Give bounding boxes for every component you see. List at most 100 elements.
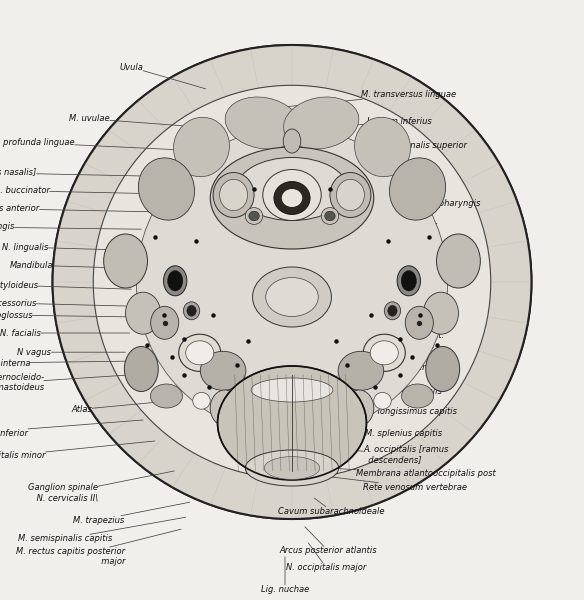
Text: V. jugularis externa: V. jugularis externa [328, 311, 448, 319]
Ellipse shape [363, 334, 405, 371]
Ellipse shape [284, 97, 359, 149]
Ellipse shape [237, 157, 347, 220]
Text: N vagus: N vagus [18, 348, 126, 356]
Text: N. lingualis: N. lingualis [2, 243, 151, 252]
Text: M. longissimus capitis: M. longissimus capitis [340, 407, 457, 415]
Ellipse shape [213, 173, 254, 217]
Text: N. alveolaris inferior: N. alveolaris inferior [320, 258, 451, 267]
Ellipse shape [245, 208, 263, 224]
Ellipse shape [374, 392, 391, 409]
Text: A. et v. vertebralis: A. et v. vertebralis [338, 387, 442, 396]
Ellipse shape [402, 384, 433, 408]
Text: M. longus capitis: M. longus capitis [312, 220, 437, 229]
Ellipse shape [384, 302, 401, 320]
Ellipse shape [164, 266, 187, 296]
Text: A. carotis interna: A. carotis interna [324, 270, 439, 279]
Ellipse shape [151, 384, 183, 408]
Ellipse shape [252, 267, 332, 327]
Text: M. rectus capitis posterior
  major: M. rectus capitis posterior major [16, 529, 181, 566]
Ellipse shape [136, 128, 447, 436]
Text: N. hypoglossus: N. hypoglossus [0, 311, 126, 319]
Ellipse shape [168, 271, 183, 291]
Text: M. buccinator: M. buccinator [0, 186, 159, 195]
Ellipse shape [281, 189, 303, 207]
Text: N. accessorius: N. accessorius [328, 300, 427, 310]
Text: A. occipitalis [ramus
  descendens]: A. occipitalis [ramus descendens] [334, 445, 449, 464]
Text: M. pterygoideus int.: M. pterygoideus int. [317, 246, 451, 256]
Ellipse shape [186, 341, 214, 365]
Ellipse shape [336, 179, 364, 211]
Text: N. facialis: N. facialis [330, 320, 408, 329]
Text: M. sternocleido-
 mastoideus: M. sternocleido- mastoideus [0, 373, 128, 392]
Ellipse shape [264, 457, 320, 479]
Ellipse shape [401, 271, 416, 291]
Text: M. uvulae: M. uvulae [69, 114, 201, 127]
Ellipse shape [151, 306, 179, 340]
Text: Uvula: Uvula [119, 63, 206, 89]
Ellipse shape [325, 211, 335, 221]
Ellipse shape [405, 306, 433, 340]
Ellipse shape [338, 351, 384, 391]
Ellipse shape [179, 334, 221, 371]
Ellipse shape [436, 234, 480, 288]
Text: Membrana atlantooccipitalis post: Membrana atlantooccipitalis post [328, 468, 496, 479]
Text: Mm. constrictores pharyngis: Mm. constrictores pharyngis [0, 222, 141, 231]
Ellipse shape [345, 390, 374, 426]
Text: M. longus colli: M. longus colli [311, 210, 426, 219]
Text: V. facialis anterior: V. facialis anterior [0, 204, 153, 213]
Ellipse shape [187, 305, 196, 316]
Text: M. semispinalis capitis: M. semispinalis capitis [18, 517, 186, 544]
Ellipse shape [93, 85, 491, 479]
Text: M. obliquus capitis inferior: M. obliquus capitis inferior [0, 420, 143, 438]
Text: Ganglion spinale
 N. cervicalis II\: Ganglion spinale N. cervicalis II\ [28, 471, 174, 503]
Text: Rete venosum vertebrae: Rete venosum vertebrae [332, 477, 467, 492]
Ellipse shape [193, 392, 210, 409]
Ellipse shape [217, 366, 367, 480]
Ellipse shape [423, 292, 458, 334]
Ellipse shape [126, 292, 161, 334]
Text: M. sternocleido-
  mastoideus: M. sternocleido- mastoideus [334, 343, 434, 362]
Ellipse shape [263, 169, 321, 220]
Ellipse shape [124, 346, 158, 391]
Ellipse shape [397, 266, 420, 296]
Text: M. masseter: M. masseter [314, 232, 418, 241]
Ellipse shape [370, 341, 398, 365]
Ellipse shape [183, 302, 200, 320]
Text: V. jugularis interna: V. jugularis interna [0, 358, 126, 367]
Text: A. profunda linguae: A. profunda linguae [0, 138, 182, 150]
Ellipse shape [388, 305, 397, 316]
Text: Vestibulum oris: Vestibulum oris [303, 182, 432, 192]
Ellipse shape [266, 277, 318, 317]
Text: Lig. nuchae: Lig. nuchae [261, 557, 309, 594]
Ellipse shape [138, 158, 194, 220]
Text: A. carotis externa: A. carotis externa [328, 290, 442, 299]
Ellipse shape [251, 378, 333, 402]
Ellipse shape [390, 158, 446, 220]
Text: Mandibula: Mandibula [11, 260, 145, 269]
Text: Arcus posterior atlantis: Arcus posterior atlantis [279, 527, 377, 556]
Text: Proc. styloideus: Proc. styloideus [0, 280, 131, 289]
Text: M. splenius capitis: M. splenius capitis [338, 427, 442, 438]
Ellipse shape [225, 97, 300, 149]
Ellipse shape [53, 45, 531, 519]
Ellipse shape [249, 211, 259, 221]
Ellipse shape [104, 234, 148, 288]
Ellipse shape [200, 351, 246, 391]
Text: Atlas: Atlas [71, 402, 159, 414]
Ellipse shape [220, 179, 248, 211]
Text: N. occipitalis major: N. occipitalis major [286, 543, 366, 571]
Text: N. occipitalis minor: N. occipitalis minor [0, 441, 155, 461]
Text: Mm. constrictores pharyngis: Mm. constrictores pharyngis [307, 199, 480, 208]
Text: M. trapezius: M. trapezius [72, 502, 190, 524]
Text: V. auricularis post.: V. auricularis post. [332, 331, 444, 340]
Ellipse shape [330, 173, 371, 217]
Ellipse shape [245, 450, 339, 486]
Text: Proc. transversus
  atlantis: Proc. transversus atlantis [336, 364, 439, 383]
Ellipse shape [321, 208, 339, 224]
Text: Pharynx [pars nasalis]: Pharynx [pars nasalis] [0, 168, 162, 178]
Ellipse shape [210, 390, 239, 426]
Ellipse shape [173, 117, 230, 177]
Ellipse shape [426, 346, 460, 391]
Ellipse shape [53, 45, 531, 519]
Text: N. accessorius: N. accessorius [0, 298, 126, 307]
